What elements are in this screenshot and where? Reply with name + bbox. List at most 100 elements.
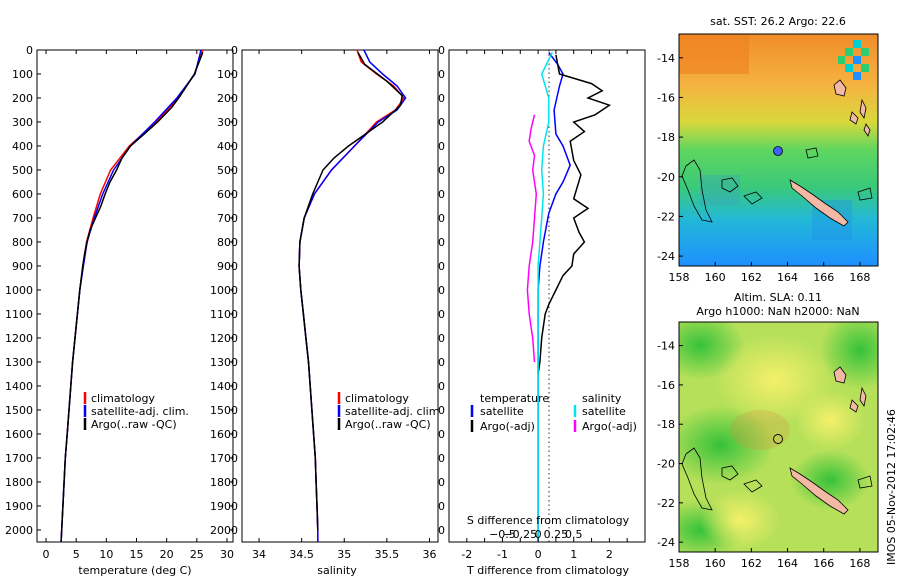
- lat-tick-label: -22: [657, 497, 675, 510]
- depth-tick-label: 1000: [210, 284, 238, 297]
- x-tick-label: 25: [190, 548, 204, 561]
- depth-tick-label: 900: [12, 260, 33, 273]
- series-t-satellite: [537, 51, 572, 542]
- sst-map: sat. SST: 26.2 Argo: 22.6: [657, 15, 879, 284]
- depth-tick-label: 700: [12, 212, 33, 225]
- depth-tick-label: 1200: [210, 332, 238, 345]
- depth-tick-label: 1300: [5, 356, 33, 369]
- depth-tick-label: 0: [26, 44, 33, 57]
- x-tick-label: 30: [220, 548, 234, 561]
- depth-tick-label: 1100: [210, 308, 238, 321]
- lat-tick-label: -18: [657, 418, 675, 431]
- series-argo-raw-qc-: [60, 52, 204, 543]
- salinity-xlabel: salinity: [317, 564, 357, 577]
- lon-tick-label: 168: [849, 271, 870, 284]
- s-difference-label: S difference from climatology: [467, 514, 630, 527]
- depth-tick-label: 1900: [5, 500, 33, 513]
- x-tick-label: 0: [43, 548, 50, 561]
- new-caledonia-coast: [789, 179, 849, 227]
- x-tick-label: 34.5: [289, 548, 314, 561]
- depth-tick-label: 1700: [210, 452, 238, 465]
- x-tick-label: 34: [252, 548, 266, 561]
- depth-tick-label: 900: [217, 260, 238, 273]
- lat-tick-label: -20: [657, 171, 675, 184]
- depth-tick-label: 1700: [5, 452, 33, 465]
- depth-tick-label: 300: [12, 116, 33, 129]
- legend-label-t-satellite: satellite: [480, 405, 524, 418]
- depth-tick-label: 500: [12, 164, 33, 177]
- s-tick-label: −0.25: [503, 528, 537, 541]
- depth-tick-label: 300: [217, 116, 238, 129]
- imos-timestamp: IMOS 05-Nov-2012 17:02:46: [885, 409, 898, 565]
- legend-label-climatology: climatology: [345, 392, 409, 405]
- depth-tick-label: 1900: [210, 500, 238, 513]
- depth-tick-label: 1500: [210, 404, 238, 417]
- lon-tick-label: 166: [813, 557, 834, 570]
- depth-tick-label: 600: [217, 188, 238, 201]
- depth-tick-label: 1000: [5, 284, 33, 297]
- salinity-legend: climatology satellite-adj. clim Argo(..r…: [337, 392, 439, 431]
- legend-label-satellite: satellite-adj. clim.: [91, 405, 189, 418]
- lat-tick-label: -16: [657, 379, 675, 392]
- depth-tick-label: 0: [438, 44, 445, 57]
- lat-tick-label: -16: [657, 91, 675, 104]
- lon-tick-label: 168: [849, 557, 870, 570]
- depth-tick-label: 1300: [210, 356, 238, 369]
- difference-plot: -2 -1 0 1 2 −0.5−0.250 0.250.5 S difference f…: [448, 49, 646, 577]
- s-tick-label: 0.25: [544, 528, 569, 541]
- x-tick-label: 10: [99, 548, 113, 561]
- depth-tick-label: 400: [217, 140, 238, 153]
- temperature-xlabel: temperature (deg C): [78, 564, 191, 577]
- depth-tick-label: 400: [12, 140, 33, 153]
- depth-tick-label: 500: [217, 164, 238, 177]
- x-tick-label: 2: [606, 548, 613, 561]
- series-s-satellite: [537, 52, 553, 542]
- x-tick-label: 5: [73, 548, 80, 561]
- depth-tick-label: 1400: [5, 380, 33, 393]
- lon-tick-label: 166: [813, 271, 834, 284]
- x-tick-label: 20: [160, 548, 174, 561]
- legend-label-s-satellite: satellite: [582, 405, 626, 418]
- temperature-legend: climatology satellite-adj. clim. Argo(..…: [83, 392, 189, 431]
- lon-tick-label: 164: [777, 557, 798, 570]
- lon-tick-label: 158: [669, 557, 690, 570]
- legend-label-argo: Argo(..raw -QC): [91, 418, 177, 431]
- x-tick-label: 35: [337, 548, 351, 561]
- depth-tick-label: 1400: [210, 380, 238, 393]
- lat-tick-label: -14: [657, 340, 675, 353]
- sla-map-frame: [678, 321, 879, 553]
- legend-label-climatology: climatology: [91, 392, 155, 405]
- legend-label-s-argo: Argo(-adj): [582, 420, 637, 433]
- lon-tick-label: 160: [705, 271, 726, 284]
- s-tick-label: 0.5: [565, 528, 583, 541]
- depth-tick-label: 1600: [5, 428, 33, 441]
- lat-tick-label: -14: [657, 52, 675, 65]
- lon-tick-label: 158: [669, 271, 690, 284]
- depth-tick-label: 1800: [210, 476, 238, 489]
- depth-tick-label: 1600: [210, 428, 238, 441]
- depth-tick-label: 700: [217, 212, 238, 225]
- depth-tick-label: 100: [12, 68, 33, 81]
- lat-tick-label: -24: [657, 536, 675, 549]
- difference-axes: [448, 49, 646, 543]
- lat-tick-label: -22: [657, 210, 675, 223]
- x-tick-label: -1: [497, 548, 508, 561]
- legend-label-t-argo: Argo(-adj): [480, 420, 535, 433]
- legend-label-argo: Argo(..raw -QC): [345, 418, 431, 431]
- x-tick-label: 0: [535, 548, 542, 561]
- series-s-argo-adj-: [526, 114, 538, 363]
- temperature-axes: [36, 49, 234, 543]
- t-difference-xlabel: T difference from climatology: [466, 564, 629, 577]
- salinity-plot: 34 34.5 35 35.5 36 salinity climatology sate…: [241, 49, 439, 577]
- depth-tick-label: 1200: [5, 332, 33, 345]
- lat-tick-label: -20: [657, 458, 675, 471]
- sla-map-title-line2: Argo h1000: NaN h2000: NaN: [696, 305, 859, 318]
- depth-tick-label: 2000: [210, 524, 238, 537]
- x-tick-label: 36: [422, 548, 436, 561]
- lon-tick-label: 162: [741, 271, 762, 284]
- sla-map: Altim. SLA: 0.11 Argo h1000: NaN h2000: …: [657, 291, 879, 570]
- depth-tick-label: 1800: [5, 476, 33, 489]
- depth-tick-label: 2000: [5, 524, 33, 537]
